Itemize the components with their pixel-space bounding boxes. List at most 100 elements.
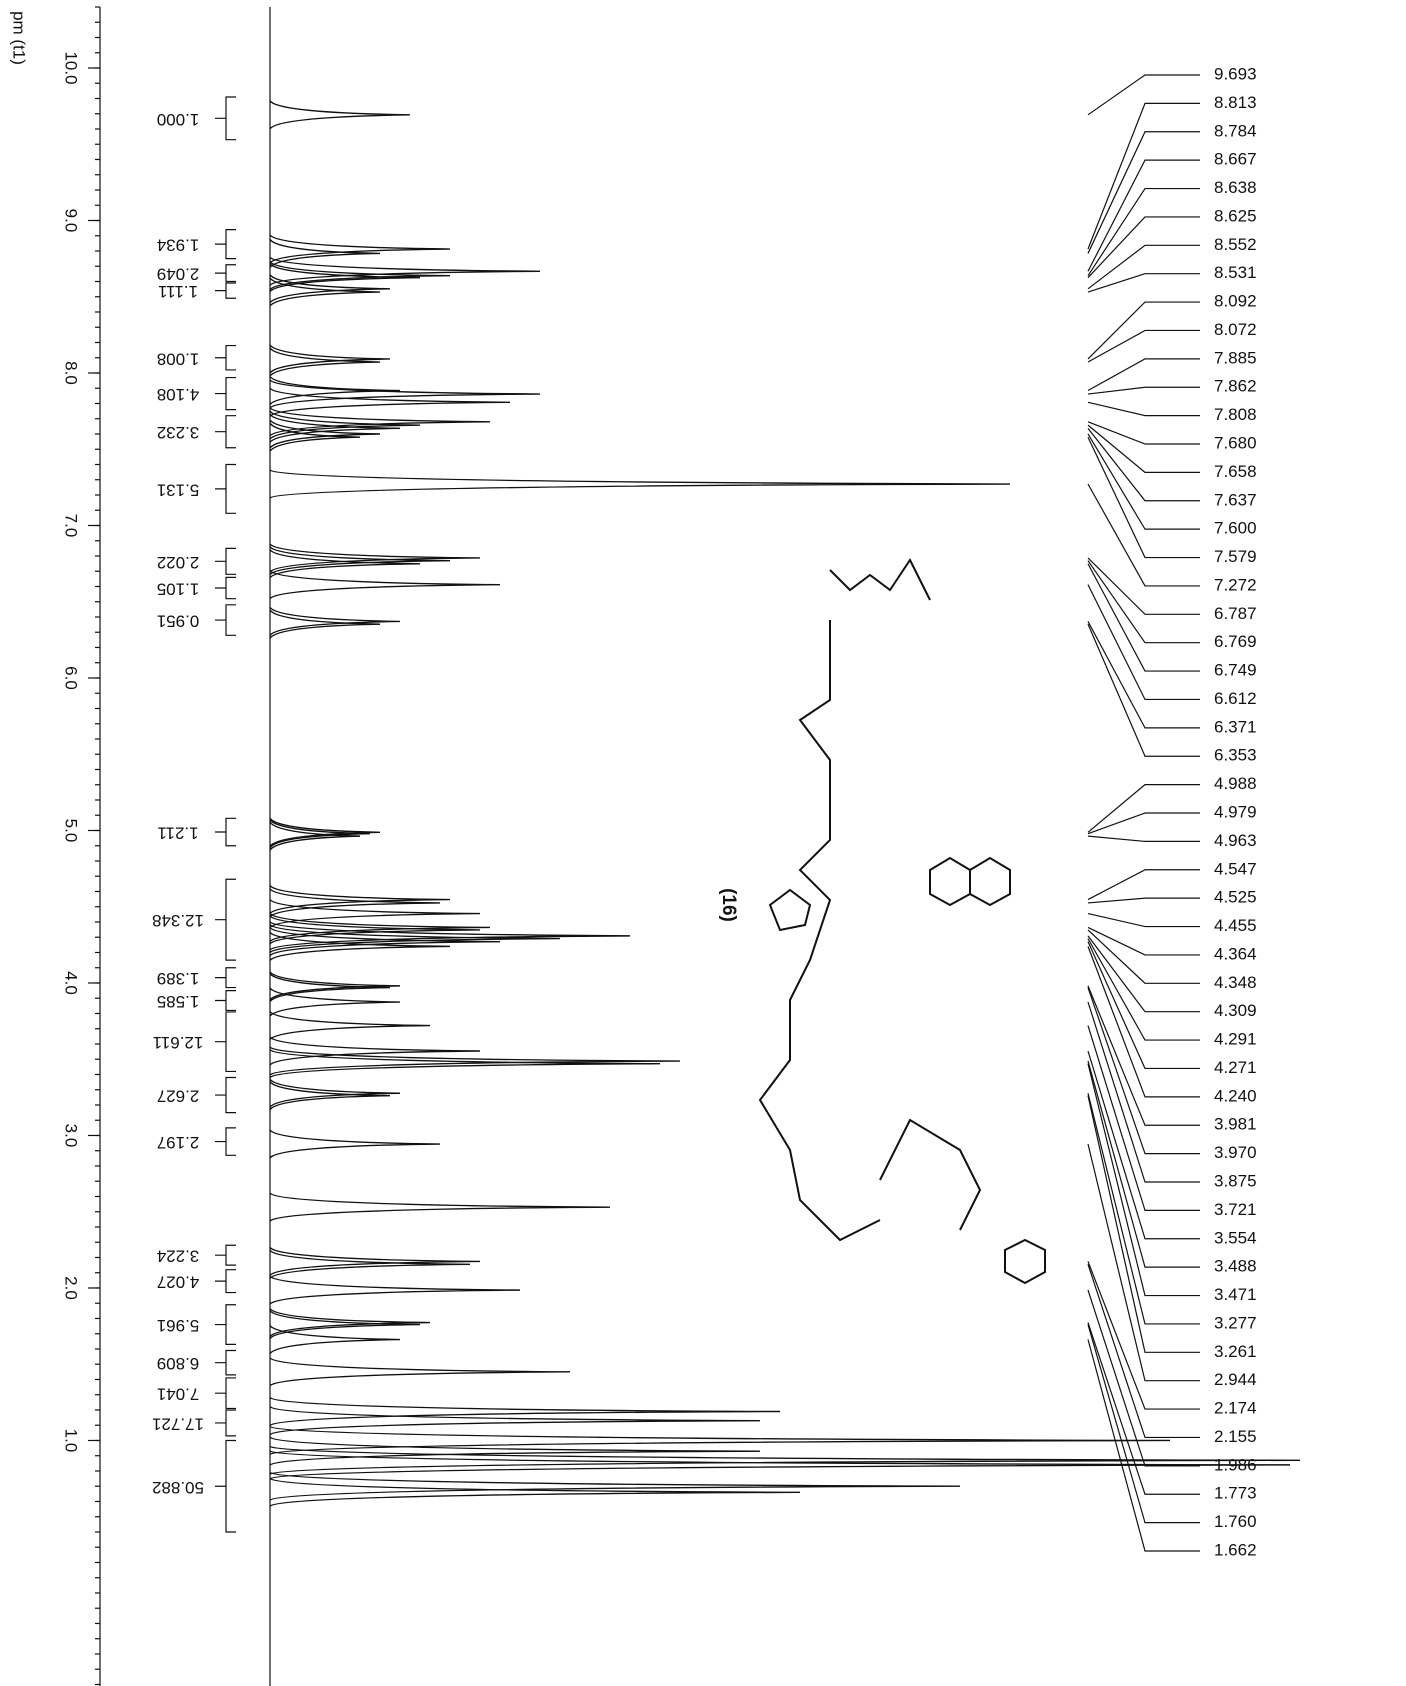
integral-bracket [215, 1304, 236, 1346]
peak [269, 413, 401, 443]
peak-leader [1087, 1289, 1200, 1467]
peak-label: 8.072 [1214, 320, 1257, 339]
integral-label: 3.232 [157, 423, 200, 442]
peak-leader [1087, 897, 1200, 904]
peak-leader [1087, 584, 1200, 701]
peak-leader [1087, 621, 1200, 729]
integral-label: 50.882 [152, 1478, 204, 1497]
peak [269, 1046, 681, 1076]
peak-label: 4.988 [1214, 774, 1257, 793]
integral-bracket [215, 1011, 236, 1073]
peak-label: 7.680 [1214, 433, 1257, 452]
peak [269, 1246, 481, 1276]
integral-label: 1.105 [157, 580, 200, 599]
peak-label: 3.488 [1214, 1257, 1257, 1276]
axis-label: pm (t1) [10, 11, 29, 65]
peak-leader [1087, 563, 1200, 672]
peak [269, 234, 451, 264]
peak-label: 3.981 [1214, 1115, 1257, 1134]
integral-bracket [215, 463, 236, 514]
peak-leader [1087, 401, 1200, 417]
peak-label: 3.554 [1214, 1228, 1257, 1247]
peak-label: 2.155 [1214, 1427, 1257, 1446]
y-tick-label: 10.0 [62, 51, 81, 84]
peak-label: 3.471 [1214, 1285, 1257, 1304]
peak-leader [1087, 131, 1200, 254]
integral-bracket [215, 1127, 236, 1156]
integral-bracket [215, 344, 236, 371]
peak-leader [1087, 427, 1200, 502]
peak [269, 407, 491, 437]
y-tick-label: 9.0 [62, 209, 81, 233]
integral-label: 5.131 [157, 480, 200, 499]
peak-leader [1087, 329, 1200, 363]
peak-label: 4.455 [1214, 916, 1257, 935]
integral-label: 4.108 [157, 385, 200, 404]
peak-leader [1087, 1060, 1200, 1268]
peak [269, 1049, 661, 1079]
peak-leader [1087, 1001, 1200, 1183]
integral-bracket [215, 96, 236, 141]
peak-leader [1087, 436, 1200, 559]
peak-label: 6.612 [1214, 689, 1257, 708]
integral-bracket [215, 415, 236, 449]
peak [269, 549, 421, 579]
integral-bracket [215, 376, 236, 411]
peak [269, 915, 481, 945]
peak-label: 1.662 [1214, 1540, 1257, 1559]
structure-sketch [758, 558, 1046, 1285]
peak [269, 379, 541, 409]
integral-bracket [215, 282, 236, 299]
peak-label: 3.721 [1214, 1200, 1257, 1219]
integral-label: 7.041 [157, 1385, 200, 1404]
peak [269, 387, 511, 417]
peak-leader [1087, 1025, 1200, 1211]
integral-bracket [215, 1269, 236, 1294]
peak-label: 4.271 [1214, 1058, 1257, 1077]
peak-leader [1087, 74, 1200, 116]
peak-label: 3.277 [1214, 1313, 1257, 1332]
y-tick-label: 1.0 [62, 1429, 81, 1453]
peak-label: 4.963 [1214, 831, 1257, 850]
integral-bracket [215, 1377, 236, 1410]
peak [269, 927, 501, 957]
peak-leader [1087, 483, 1200, 587]
peak-label: 7.637 [1214, 490, 1257, 509]
peak-label: 4.525 [1214, 888, 1257, 907]
peak [269, 546, 451, 576]
peak-label: 7.862 [1214, 377, 1257, 396]
peak [269, 609, 381, 639]
peak [269, 1275, 521, 1305]
peak-leader [1087, 623, 1200, 757]
peak [269, 1129, 441, 1159]
peak-label: 4.291 [1214, 1030, 1257, 1049]
peak-leader [1087, 1322, 1200, 1495]
y-tick-label: 3.0 [62, 1124, 81, 1148]
integral-label: 17.721 [152, 1414, 204, 1433]
peak-label: 8.625 [1214, 206, 1257, 225]
peak-leader [1087, 869, 1200, 901]
peak-leader [1087, 812, 1200, 835]
peak-label: 8.638 [1214, 178, 1257, 197]
peak-leader [1087, 159, 1200, 272]
peak [269, 1036, 481, 1066]
peak-label: 4.240 [1214, 1086, 1257, 1105]
integral-label: 12.348 [152, 911, 204, 930]
integral-label: 4.027 [157, 1273, 200, 1292]
peak [269, 1081, 391, 1111]
peak [269, 347, 381, 377]
peak-label: 1.760 [1214, 1512, 1257, 1531]
peak-leader [1087, 913, 1200, 928]
integral-bracket [215, 576, 236, 600]
integral-label: 2.022 [157, 553, 200, 572]
y-tick-label: 7.0 [62, 514, 81, 538]
peak [269, 1396, 781, 1427]
peak-label: 3.875 [1214, 1171, 1257, 1190]
integral-label: 0.951 [157, 612, 200, 631]
peak [269, 1011, 431, 1041]
peak [269, 1450, 1291, 1480]
peak-leader [1087, 1339, 1200, 1552]
peak-label: 8.813 [1214, 93, 1257, 112]
peak-leader [1087, 557, 1200, 615]
peak [269, 570, 501, 600]
